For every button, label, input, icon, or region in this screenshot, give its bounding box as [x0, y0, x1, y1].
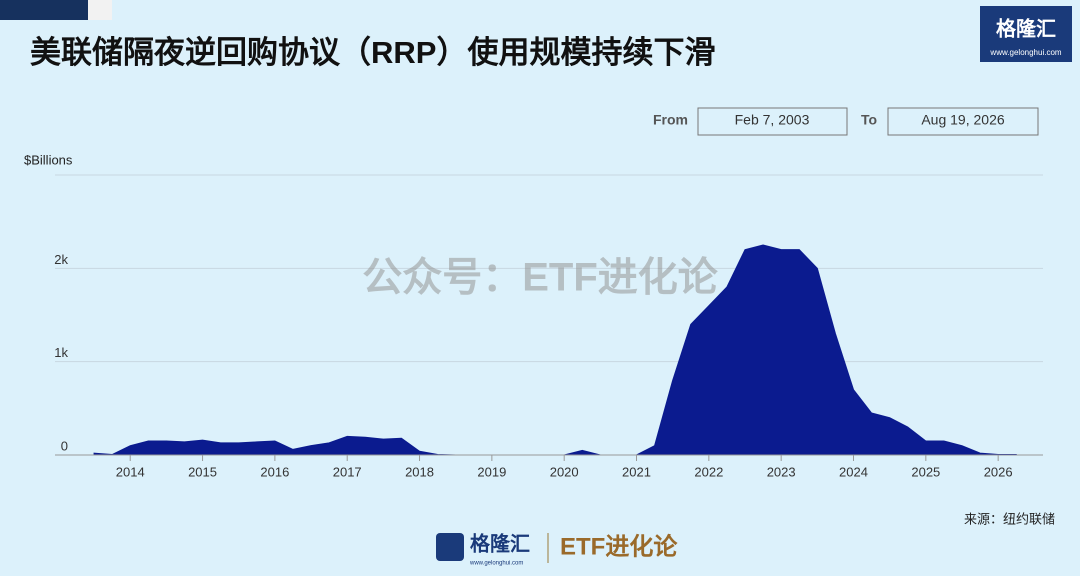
x-tick-label: 2018: [405, 464, 434, 479]
from-input[interactable]: [697, 107, 848, 136]
footer-account: ETF进化论: [560, 532, 678, 560]
footer-logo-name: 格隆汇: [470, 531, 530, 555]
from-date[interactable]: Feb 7, 2003: [735, 112, 810, 128]
to-input[interactable]: [887, 107, 1039, 136]
header-accent: [88, 0, 112, 20]
x-tick-label: 2015: [188, 464, 217, 479]
from-label: From: [653, 112, 688, 128]
y-tick-label: 2k: [54, 252, 68, 267]
x-tick-label: 2022: [694, 464, 723, 479]
x-tick-label: 2021: [622, 464, 651, 479]
footer-logo-icon: [436, 533, 464, 561]
watermark: 公众号：ETF进化论: [362, 256, 719, 300]
logo-url: www.gelonghui.com: [989, 48, 1061, 57]
to-date[interactable]: Aug 19, 2026: [921, 112, 1005, 128]
chart-title: 美联储隔夜逆回购协议（RRP）使用规模持续下滑: [30, 35, 715, 70]
x-tick-label: 2019: [477, 464, 506, 479]
x-tick-label: 2025: [911, 464, 940, 479]
footer-logo-url: www.gelonghui.com: [469, 561, 523, 567]
logo-name: 格隆汇: [996, 16, 1056, 40]
x-tick-label: 2023: [767, 464, 796, 479]
x-tick-label: 2020: [550, 464, 579, 479]
x-tick-label: 2014: [116, 464, 145, 479]
x-tick-label: 2024: [839, 464, 868, 479]
y-tick-label: 0: [61, 438, 68, 453]
y-tick-label: 1k: [54, 345, 68, 360]
x-tick-label: 2017: [333, 464, 362, 479]
to-label: To: [861, 112, 877, 128]
x-tick-label: 2016: [260, 464, 289, 479]
header-bar: [0, 0, 112, 20]
source: 来源：纽约联储: [964, 511, 1055, 526]
y-axis-label: $Billions: [24, 152, 73, 167]
x-tick-label: 2026: [984, 464, 1013, 479]
logo-box: [980, 6, 1072, 62]
